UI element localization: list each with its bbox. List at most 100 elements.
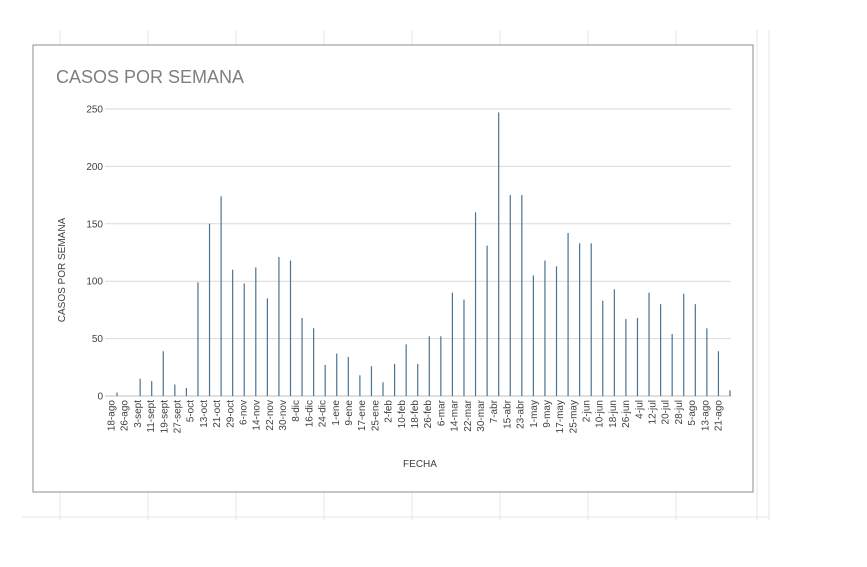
x-tick-label: 6-nov [238,400,249,425]
x-tick-label: 16-dic [304,400,315,427]
x-tick-label: 6-mar [436,399,447,426]
x-tick-label: 26-feb [423,400,434,429]
bar [370,366,373,396]
bar [151,381,153,396]
bar [660,304,662,396]
bar [266,298,268,396]
bar [532,275,534,396]
y-tick-label: 250 [86,105,103,116]
x-tick-label: 9-may [542,400,553,428]
x-tick-label: 15-abr [502,399,513,429]
bar [162,351,164,396]
bar [174,384,176,396]
x-tick-label: 25-may [568,400,579,433]
bar [313,328,315,396]
x-axis-label: FECHA [403,459,437,470]
bar [220,196,222,396]
bar [636,317,639,396]
chart-frame [32,44,754,493]
bar [706,328,708,396]
x-tick-label: 18-jun [608,400,619,428]
x-tick-label: 27-sept [172,400,183,434]
bar [451,292,454,396]
bar [498,112,500,396]
bar [382,382,384,396]
x-tick-label: 14-nov [252,400,263,431]
bar [671,334,673,396]
bar [521,195,523,396]
x-tick-label: 25-ene [370,400,381,432]
x-tick-label: 10-feb [397,400,408,429]
x-tick-label: 14-mar [450,399,461,431]
x-tick-label: 9-ene [344,400,355,426]
y-tick-label: 100 [86,277,103,288]
bar [197,282,199,396]
x-tick-label: 30-nov [278,400,289,431]
bar [474,212,477,396]
bar [463,299,465,396]
bar [428,336,430,396]
x-tick-label: 21-oct [212,400,223,428]
bar [139,378,141,396]
x-tick-label: 17-ene [357,400,368,432]
bar [555,266,558,396]
y-tick-label: 150 [86,219,103,230]
bar [417,363,419,396]
x-tick-label: 18-ago [107,400,118,432]
x-tick-label: 1-may [529,400,540,428]
y-tick-label: 0 [97,392,103,403]
x-tick-label: 7-abr [489,399,500,423]
bar [336,353,338,396]
bar [694,304,696,396]
x-tick-label: 13-oct [199,400,210,428]
bar [301,317,303,396]
bar [278,257,280,396]
bar [324,365,326,396]
bar [440,336,442,396]
x-tick-label: 8-dic [291,400,302,422]
x-tick-label: 20-jul [661,400,672,424]
x-tick-label: 2-feb [384,400,395,423]
x-tick-label: 22-mar [463,399,474,431]
x-tick-label: 5-ago [687,400,698,426]
bar [185,387,187,396]
bar [509,195,511,396]
x-tick-label: 2-jun [582,400,593,422]
x-tick-label: 12-jul [648,400,659,424]
bar [602,300,604,396]
x-tick-label: 23-abr [516,399,527,429]
x-tick-label: 11-sept [146,400,157,433]
x-tick-label: 19-sept [159,400,170,434]
x-tick-label: 21-ago [714,400,725,432]
bar [544,260,546,396]
bar [579,243,581,396]
bar [625,319,627,396]
bar [405,344,407,396]
bar [232,269,234,396]
y-tick-label: 50 [92,334,104,345]
x-tick-label: 10-jun [595,400,606,428]
x-tick-label: 18-feb [410,400,421,429]
bar [486,245,488,396]
x-tick-label: 4-jul [634,400,645,419]
chart-title: CASOS POR SEMANA [56,67,244,87]
bar [208,223,211,396]
bar [613,289,615,396]
bar [255,267,257,396]
bar [648,292,650,396]
x-tick-label: 13-ago [700,400,711,432]
bar [590,243,592,396]
bar [359,375,361,396]
x-tick-label: 17-may [555,400,566,433]
y-tick-label: 200 [86,162,103,173]
x-tick-label: 29-oct [225,400,236,428]
x-tick-label: 30-mar [476,399,487,431]
x-tick-label: 26-ago [120,400,131,432]
bar [347,356,349,396]
bar [717,351,720,396]
x-tick-label: 24-dic [318,400,329,427]
bar [729,390,731,396]
bar [393,363,396,396]
bar [116,392,118,396]
